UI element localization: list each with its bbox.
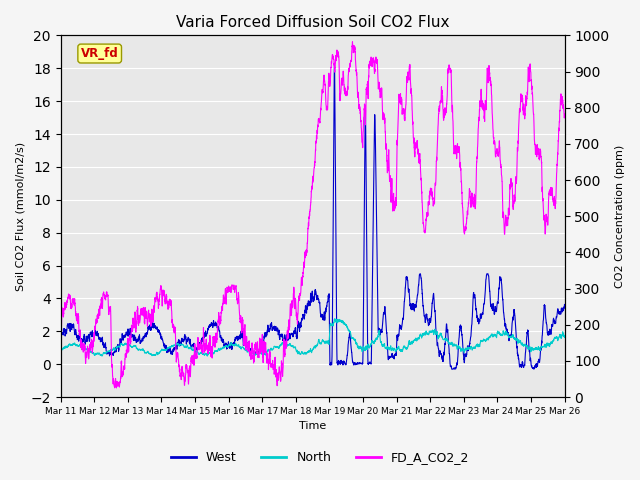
Y-axis label: CO2 Concentration (ppm): CO2 Concentration (ppm) <box>615 144 625 288</box>
Y-axis label: Soil CO2 Flux (mmol/m2/s): Soil CO2 Flux (mmol/m2/s) <box>15 142 25 291</box>
Legend: West, North, FD_A_CO2_2: West, North, FD_A_CO2_2 <box>166 446 474 469</box>
Title: Varia Forced Diffusion Soil CO2 Flux: Varia Forced Diffusion Soil CO2 Flux <box>176 15 449 30</box>
Text: VR_fd: VR_fd <box>81 47 118 60</box>
X-axis label: Time: Time <box>299 421 326 432</box>
